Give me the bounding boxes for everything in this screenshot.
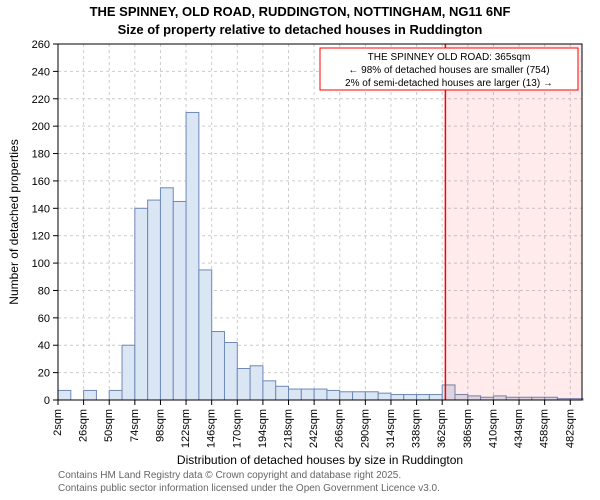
histogram-bar	[263, 381, 276, 400]
histogram-bar	[327, 390, 340, 400]
x-tick-label: 218sqm	[283, 409, 295, 448]
x-tick-label: 266sqm	[334, 409, 346, 448]
histogram-bar	[199, 270, 212, 400]
x-tick-label: 98sqm	[154, 409, 166, 442]
x-tick-label: 50sqm	[103, 409, 115, 442]
histogram-bar	[314, 389, 327, 400]
x-tick-label: 146sqm	[206, 409, 218, 448]
histogram-bar	[84, 390, 97, 400]
histogram-bar	[186, 112, 199, 400]
x-tick-label: 74sqm	[129, 409, 141, 442]
y-tick-label: 260	[32, 39, 50, 51]
y-tick-label: 240	[32, 66, 50, 78]
x-tick-label: 434sqm	[513, 409, 525, 448]
histogram-bar	[417, 395, 430, 400]
histogram-bar	[340, 392, 353, 400]
annotation-line3: 2% of semi-detached houses are larger (1…	[345, 78, 553, 89]
histogram-bar	[160, 188, 173, 400]
x-tick-label: 170sqm	[231, 409, 243, 448]
chart-title-line1: THE SPINNEY, OLD ROAD, RUDDINGTON, NOTTI…	[90, 4, 511, 19]
y-axis-label: Number of detached properties	[7, 139, 21, 304]
highlight-region	[445, 44, 582, 400]
histogram-bar	[276, 386, 289, 400]
x-tick-label: 290sqm	[359, 409, 371, 448]
histogram-bar	[58, 390, 71, 400]
histogram-bar	[391, 395, 404, 400]
y-tick-label: 0	[44, 395, 50, 407]
annotation-line2: ← 98% of detached houses are smaller (75…	[348, 65, 549, 76]
x-tick-label: 26sqm	[78, 409, 90, 442]
histogram-bar	[173, 201, 186, 400]
x-tick-label: 482sqm	[564, 409, 576, 448]
histogram-bar	[378, 393, 391, 400]
x-tick-label: 386sqm	[462, 409, 474, 448]
y-tick-label: 100	[32, 258, 50, 270]
histogram-bar	[135, 208, 148, 400]
y-tick-label: 140	[32, 203, 50, 215]
y-tick-label: 180	[32, 149, 50, 161]
y-tick-label: 160	[32, 176, 50, 188]
histogram-bar	[237, 369, 250, 400]
annotation-line1: THE SPINNEY OLD ROAD: 365sqm	[368, 52, 531, 63]
y-tick-label: 60	[38, 313, 50, 325]
y-tick-label: 120	[32, 231, 50, 243]
x-tick-label: 122sqm	[180, 409, 192, 448]
footer-line2: Contains public sector information licen…	[58, 483, 440, 494]
histogram-bar	[122, 345, 135, 400]
histogram-bar	[429, 395, 442, 400]
y-tick-label: 20	[38, 368, 50, 380]
histogram-bar	[289, 389, 302, 400]
chart-title-line2: Size of property relative to detached ho…	[118, 22, 483, 37]
y-tick-label: 200	[32, 121, 50, 133]
x-tick-label: 410sqm	[487, 409, 499, 448]
x-tick-label: 458sqm	[539, 409, 551, 448]
x-tick-label: 314sqm	[385, 409, 397, 448]
x-tick-label: 338sqm	[411, 409, 423, 448]
x-tick-label: 362sqm	[436, 409, 448, 448]
chart-svg: 0 20 40 60 80 100 120 140 160 180 200 220 240 260 2sqm…	[0, 0, 600, 500]
histogram-bar	[365, 392, 378, 400]
y-tick-label: 220	[32, 94, 50, 106]
histogram-bar	[224, 342, 237, 400]
y-tick-label: 40	[38, 340, 50, 352]
histogram-chart: 0 20 40 60 80 100 120 140 160 180 200 220 240 260 2sqm…	[0, 0, 600, 500]
histogram-bar	[404, 395, 417, 400]
histogram-bar	[301, 389, 314, 400]
x-tick-label: 2sqm	[52, 409, 64, 436]
y-tick-label: 80	[38, 285, 50, 297]
histogram-bar	[353, 392, 366, 400]
histogram-bar	[148, 200, 161, 400]
x-tick-label: 194sqm	[257, 409, 269, 448]
footer-line1: Contains HM Land Registry data © Crown c…	[58, 470, 401, 481]
histogram-bar	[212, 332, 225, 400]
histogram-bar	[250, 366, 263, 400]
x-axis-label: Distribution of detached houses by size …	[177, 453, 463, 467]
x-tick-label: 242sqm	[308, 409, 320, 448]
histogram-bar	[109, 390, 122, 400]
